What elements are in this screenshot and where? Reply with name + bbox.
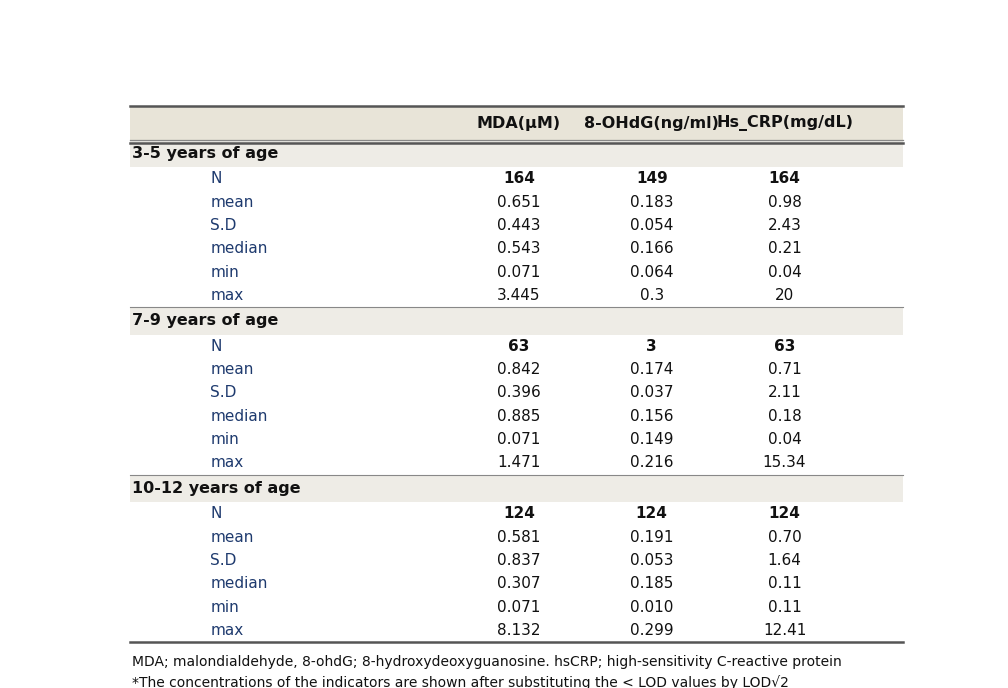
Text: 1.471: 1.471 xyxy=(497,455,540,471)
Text: 0.064: 0.064 xyxy=(630,265,673,280)
Text: N: N xyxy=(211,506,222,522)
Text: 0.071: 0.071 xyxy=(497,599,540,614)
Text: 3.445: 3.445 xyxy=(497,288,540,303)
Text: 0.837: 0.837 xyxy=(497,553,540,568)
Bar xyxy=(130,140,903,167)
Text: 15.34: 15.34 xyxy=(763,455,806,471)
Text: 0.11: 0.11 xyxy=(768,577,801,591)
Text: 124: 124 xyxy=(636,506,667,522)
Text: median: median xyxy=(211,241,268,257)
Text: 0.443: 0.443 xyxy=(497,218,540,233)
Text: 12.41: 12.41 xyxy=(763,623,806,638)
Text: 2.43: 2.43 xyxy=(768,218,801,233)
Text: 0.21: 0.21 xyxy=(768,241,801,257)
Text: 0.98: 0.98 xyxy=(768,195,801,210)
Text: 8-OHdG(ng/ml): 8-OHdG(ng/ml) xyxy=(585,116,719,131)
Text: 124: 124 xyxy=(503,506,535,522)
Text: 3-5 years of age: 3-5 years of age xyxy=(132,146,278,161)
Text: 20: 20 xyxy=(775,288,794,303)
Text: 0.216: 0.216 xyxy=(630,455,673,471)
Text: 0.3: 0.3 xyxy=(640,288,664,303)
Text: 0.183: 0.183 xyxy=(630,195,673,210)
Text: 0.054: 0.054 xyxy=(630,218,673,233)
Text: N: N xyxy=(211,171,222,186)
Text: max: max xyxy=(211,455,244,471)
Text: 0.18: 0.18 xyxy=(768,409,801,424)
Text: 0.04: 0.04 xyxy=(768,265,801,280)
Text: S.D: S.D xyxy=(211,385,237,400)
Bar xyxy=(130,107,903,140)
Text: min: min xyxy=(211,599,239,614)
Text: 0.053: 0.053 xyxy=(630,553,673,568)
Text: 0.04: 0.04 xyxy=(768,432,801,447)
Text: 0.543: 0.543 xyxy=(497,241,540,257)
Text: 0.156: 0.156 xyxy=(630,409,673,424)
Text: max: max xyxy=(211,288,244,303)
Text: 7-9 years of age: 7-9 years of age xyxy=(132,314,278,328)
Text: mean: mean xyxy=(211,530,254,545)
Text: 0.185: 0.185 xyxy=(630,577,673,591)
Text: 0.299: 0.299 xyxy=(630,623,673,638)
Text: 0.11: 0.11 xyxy=(768,599,801,614)
Text: 0.037: 0.037 xyxy=(630,385,673,400)
Text: MDA; malondialdehyde, 8-ohdG; 8-hydroxydeoxyguanosine. hsCRP; high-sensitivity C: MDA; malondialdehyde, 8-ohdG; 8-hydroxyd… xyxy=(132,655,842,669)
Text: 3: 3 xyxy=(646,339,657,354)
Text: mean: mean xyxy=(211,362,254,377)
Text: 0.071: 0.071 xyxy=(497,265,540,280)
Text: 0.71: 0.71 xyxy=(768,362,801,377)
Text: 63: 63 xyxy=(774,339,795,354)
Text: 0.174: 0.174 xyxy=(630,362,673,377)
Text: min: min xyxy=(211,265,239,280)
Text: 0.581: 0.581 xyxy=(497,530,540,545)
Text: MDA(μM): MDA(μM) xyxy=(477,116,561,131)
Text: S.D: S.D xyxy=(211,218,237,233)
Text: 0.191: 0.191 xyxy=(630,530,673,545)
Text: 124: 124 xyxy=(769,506,800,522)
Text: 0.307: 0.307 xyxy=(497,577,540,591)
Text: 0.842: 0.842 xyxy=(497,362,540,377)
Text: 0.010: 0.010 xyxy=(630,599,673,614)
Text: 0.885: 0.885 xyxy=(497,409,540,424)
Text: min: min xyxy=(211,432,239,447)
Text: *The concentrations of the indicators are shown after substituting the < LOD val: *The concentrations of the indicators ar… xyxy=(132,675,789,688)
Text: 63: 63 xyxy=(508,339,529,354)
Text: 10-12 years of age: 10-12 years of age xyxy=(132,481,300,496)
Text: mean: mean xyxy=(211,195,254,210)
Text: median: median xyxy=(211,409,268,424)
Text: max: max xyxy=(211,623,244,638)
Bar xyxy=(130,307,903,335)
Text: 164: 164 xyxy=(769,171,800,186)
Text: 0.70: 0.70 xyxy=(768,530,801,545)
Text: 164: 164 xyxy=(503,171,535,186)
Text: N: N xyxy=(211,339,222,354)
Text: 0.149: 0.149 xyxy=(630,432,673,447)
Text: median: median xyxy=(211,577,268,591)
Text: 0.071: 0.071 xyxy=(497,432,540,447)
Text: Hs_CRP(mg/dL): Hs_CRP(mg/dL) xyxy=(716,115,853,131)
Text: 2.11: 2.11 xyxy=(768,385,801,400)
Bar xyxy=(130,475,903,502)
Text: S.D: S.D xyxy=(211,553,237,568)
Text: 0.396: 0.396 xyxy=(497,385,541,400)
Text: 0.651: 0.651 xyxy=(497,195,540,210)
Text: 8.132: 8.132 xyxy=(497,623,540,638)
Text: 1.64: 1.64 xyxy=(768,553,801,568)
Text: 0.166: 0.166 xyxy=(630,241,673,257)
Text: 149: 149 xyxy=(636,171,667,186)
